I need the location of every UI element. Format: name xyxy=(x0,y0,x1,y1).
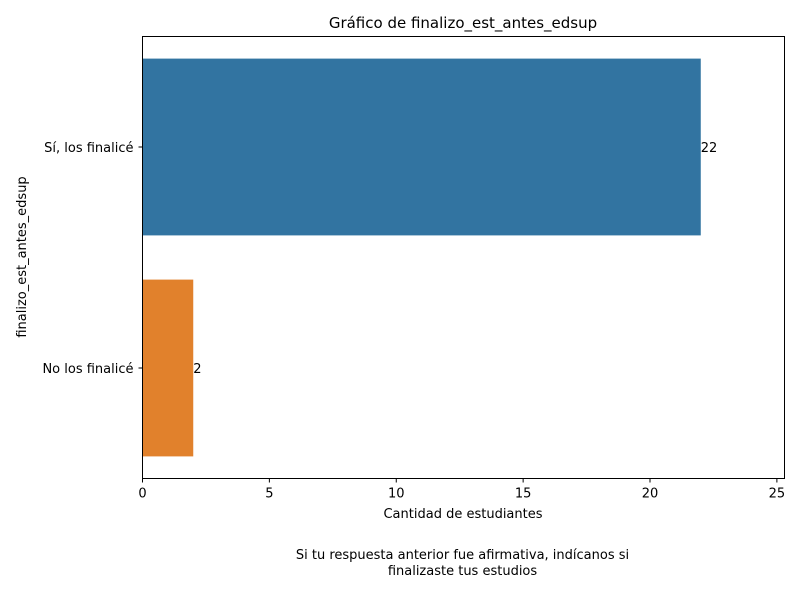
x-tick-label-2: 10 xyxy=(388,487,405,502)
caption-line-1: Si tu respuesta anterior fue afirmativa,… xyxy=(295,548,630,563)
plot-frame xyxy=(142,36,785,479)
x-tick-label-3: 15 xyxy=(515,487,532,502)
y-tick-label-0: Sí, los finalicé xyxy=(44,141,133,156)
bar-value-label-1: 2 xyxy=(193,362,201,377)
chart-title: Gráfico de finalizo_est_antes_edsup xyxy=(329,14,597,33)
bars-group: 222 xyxy=(142,58,718,457)
bar-1 xyxy=(142,279,194,457)
y-tick-label-1: No los finalicé xyxy=(42,362,133,377)
y-axis-label: finalizo_est_antes_edsup xyxy=(15,176,30,337)
caption-line-2: finalizaste tus estudios xyxy=(387,564,538,579)
x-tick-label-1: 5 xyxy=(265,487,273,502)
bar-0 xyxy=(142,58,701,236)
chart-caption: Si tu respuesta anterior fue afirmativa,… xyxy=(0,548,800,580)
x-tick-label-4: 20 xyxy=(642,487,659,502)
x-axis-label: Cantidad de estudiantes xyxy=(383,507,542,522)
x-tick-label-0: 0 xyxy=(138,487,146,502)
y-axis-ticks: Sí, los finalicé No los finalicé xyxy=(42,141,143,377)
x-axis-ticks: 0 5 10 15 20 25 xyxy=(138,478,786,502)
bar-value-label-0: 22 xyxy=(701,141,718,156)
x-tick-label-5: 25 xyxy=(769,487,786,502)
